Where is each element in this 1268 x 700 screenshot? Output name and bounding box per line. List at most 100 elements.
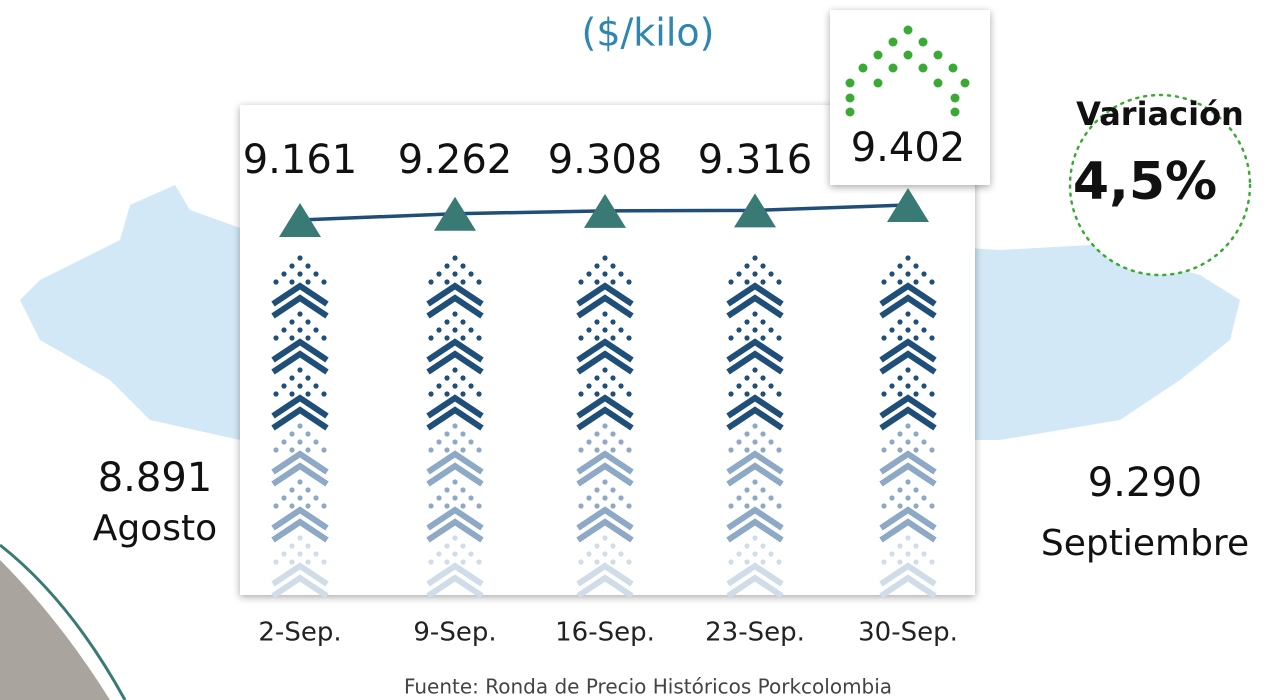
decor-dot [452,439,457,444]
decor-dot [452,311,457,316]
decor-dot [305,375,310,380]
decor-dot [313,271,318,276]
decor-dot [297,311,302,316]
decor-dot [460,503,465,508]
decor-dot [273,503,278,508]
decor-dot [436,551,441,556]
variation-label: Variación [1076,95,1244,133]
decor-dot [913,335,918,340]
decor-dot [444,431,449,436]
decor-dot [752,535,757,540]
decor-dot [610,447,615,452]
decor-dot [889,551,894,556]
decor-dot [305,543,310,548]
decor-dot [305,391,310,396]
decor-dot [728,391,733,396]
decor-dot [444,335,449,340]
decor-dot [904,51,913,60]
decor-dot [626,447,631,452]
decor-dot [594,543,599,548]
decor-dot [768,551,773,556]
decor-dot [889,271,894,276]
decor-dot [618,383,623,388]
decor-dot [752,367,757,372]
decor-dot [444,447,449,452]
decor-dot [452,535,457,540]
decor-dot [744,559,749,564]
decor-dot [468,551,473,556]
decor-dot [626,391,631,396]
decor-dot [776,559,781,564]
current-label: Septiembre [1041,523,1249,564]
decor-dot [768,271,773,276]
decor-dot [281,551,286,556]
decor-dot [594,447,599,452]
decor-dot [586,495,591,500]
decor-dot [776,391,781,396]
decor-dot [428,447,433,452]
decor-dot [913,375,918,380]
decor-dot [610,335,615,340]
decor-dot [273,447,278,452]
decor-dot [618,271,623,276]
decor-dot [610,487,615,492]
decor-dot [897,487,902,492]
decor-dot [281,439,286,444]
decor-dot [744,279,749,284]
decor-dot [444,391,449,396]
decor-dot [889,439,894,444]
decor-dot [297,255,302,260]
decor-dot [452,495,457,500]
decor-dot [913,503,918,508]
decor-dot [468,383,473,388]
decor-swoosh [0,560,110,700]
decor-dot [578,503,583,508]
decor-dot [602,495,607,500]
decor-dot [760,559,765,564]
decor-dot [476,559,481,564]
decor-dot [460,431,465,436]
decor-dot [289,447,294,452]
decor-dot [610,279,615,284]
decor-dot [752,439,757,444]
value-label: 9.308 [548,137,663,183]
decor-dot [305,279,310,284]
decor-dot [602,327,607,332]
decor-dot [289,335,294,340]
decor-dot [594,279,599,284]
previous-value: 8.891 [98,455,213,501]
decor-dot [951,108,960,117]
decor-dot [897,335,902,340]
decor-dot [897,447,902,452]
decor-dot [846,79,855,88]
decor-dot [921,327,926,332]
decor-dot [913,487,918,492]
decor-dot [760,263,765,268]
decor-dot [313,439,318,444]
decor-dot [602,311,607,316]
decor-dot [602,423,607,428]
decor-dot [610,543,615,548]
decor-dot [929,503,934,508]
decor-dot [305,503,310,508]
decor-dot [305,263,310,268]
decor-dot [289,263,294,268]
decor-dot [321,559,326,564]
decor-dot [460,279,465,284]
decor-dot [897,391,902,396]
chart-subtitle: ($/kilo) [582,11,715,55]
decor-dot [452,383,457,388]
decor-dot [452,423,457,428]
decor-dot [289,279,294,284]
decor-dot [460,391,465,396]
decor-dot [913,431,918,436]
decor-dot [428,335,433,340]
decor-dot [594,391,599,396]
decor-dot [760,319,765,324]
decor-dot [881,391,886,396]
decor-dot [897,559,902,564]
decor-dot [313,495,318,500]
value-label: 9.402 [851,125,966,171]
decor-dot [297,439,302,444]
decor-dot [602,271,607,276]
